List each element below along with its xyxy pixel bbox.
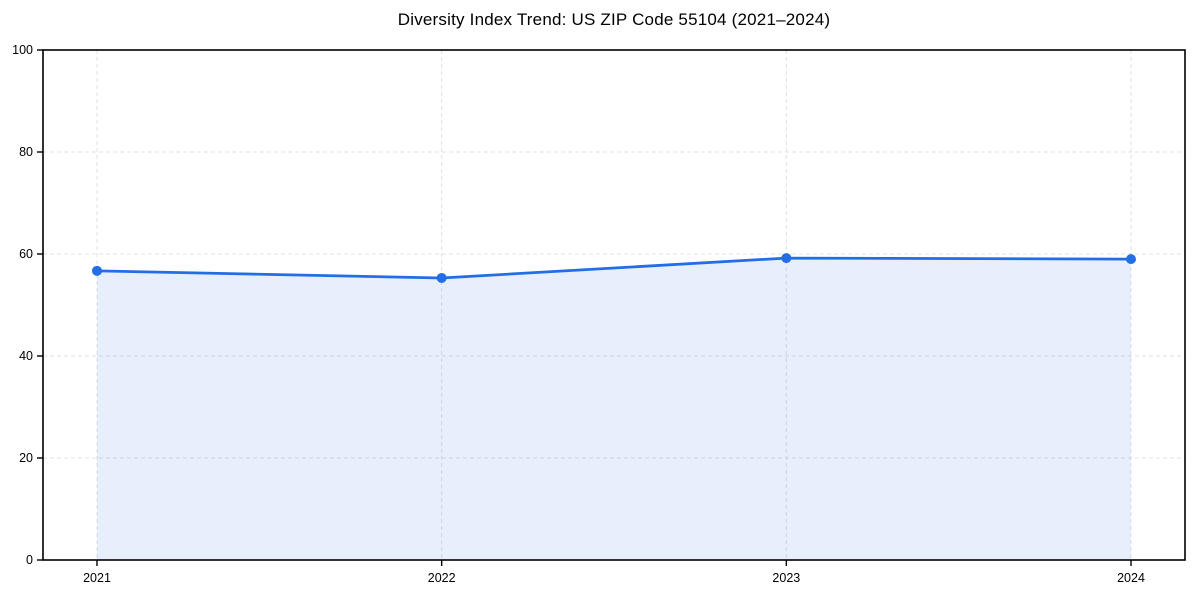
y-tick-label: 0 [26,553,33,567]
y-tick-label: 20 [19,451,33,465]
x-tick-label: 2024 [1117,571,1145,585]
y-tick-label: 40 [19,349,33,363]
data-point-marker [436,272,447,283]
data-point-marker [781,253,792,264]
x-tick-label: 2023 [772,571,800,585]
y-tick-label: 80 [19,145,33,159]
area-fill [97,258,1131,560]
plot-border [42,49,1186,561]
data-point-marker [1126,254,1136,265]
chart-title: Diversity Index Trend: US ZIP Code 55104… [397,10,831,29]
x-tick-label: 2022 [428,571,456,585]
x-tick-label: 2021 [83,571,111,585]
y-tick-label: 100 [12,43,33,57]
y-tick-label: 60 [19,247,33,261]
trend-line [95,256,1133,280]
data-point-marker [92,265,102,276]
